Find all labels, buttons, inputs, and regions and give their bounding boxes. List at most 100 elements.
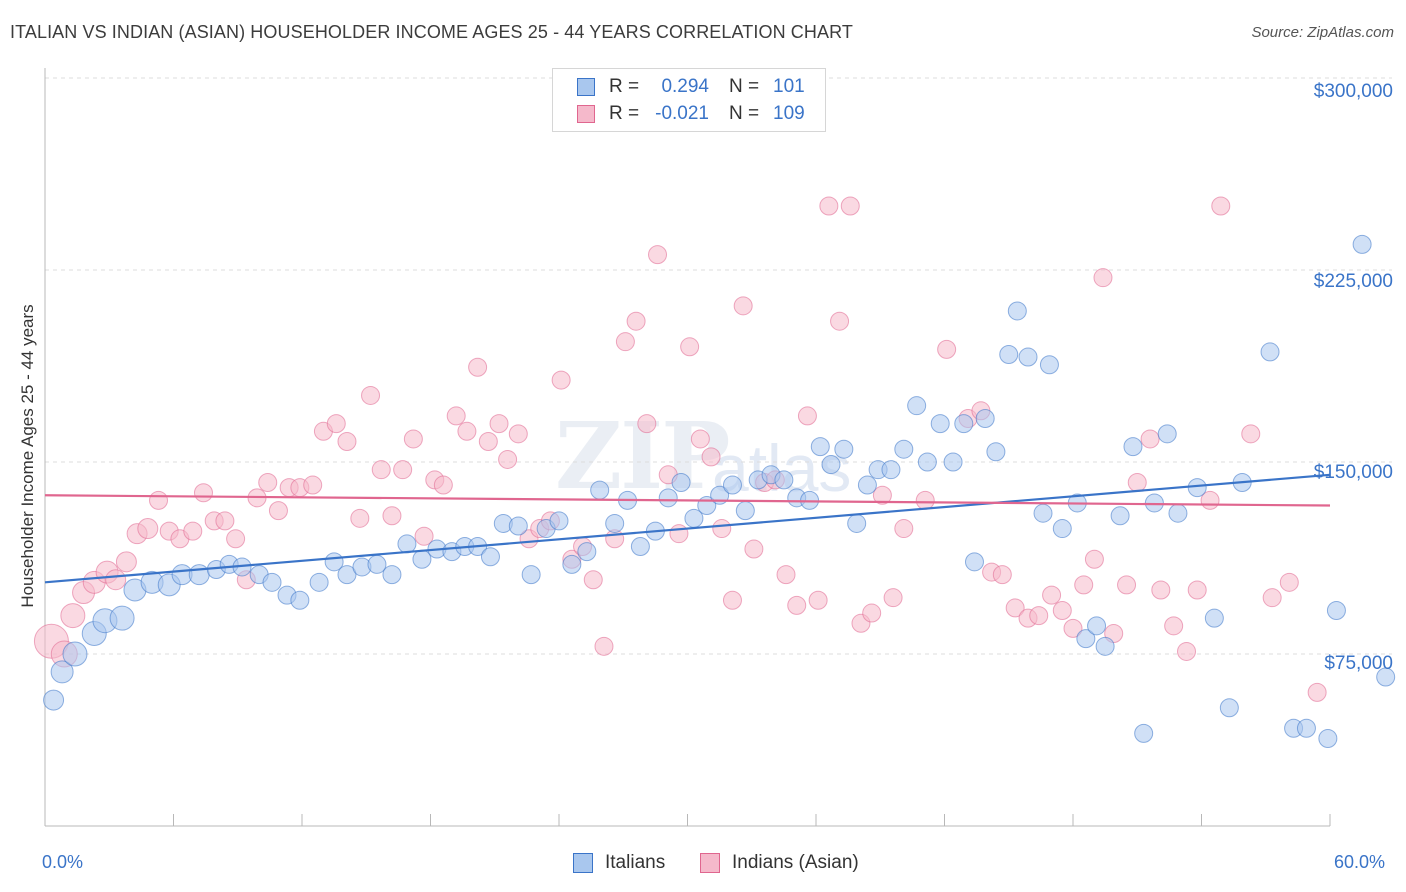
legend-row-indians: R = -0.021 N = 109 <box>577 102 805 126</box>
point-italians <box>907 396 927 416</box>
point-italians <box>412 549 432 569</box>
legend-n-label: N = <box>729 103 760 124</box>
point-indians <box>787 595 807 615</box>
point-indians <box>776 565 796 585</box>
point-indians <box>489 414 509 434</box>
point-indians <box>1151 580 1171 600</box>
point-indians <box>1241 424 1261 444</box>
point-indians <box>361 385 381 405</box>
point-indians <box>733 296 753 316</box>
trendline-italians <box>44 473 1331 584</box>
point-italians <box>810 437 830 457</box>
point-italians <box>1376 667 1396 687</box>
point-indians <box>648 245 668 265</box>
point-indians <box>690 429 710 449</box>
point-indians <box>1052 600 1072 620</box>
point-italians <box>1039 355 1059 375</box>
x-tick-label-min: 0.0% <box>42 852 84 872</box>
point-indians <box>115 551 137 573</box>
series-legend: Italians Indians (Asian) <box>0 852 1406 878</box>
point-italians <box>964 552 984 572</box>
point-indians <box>403 429 423 449</box>
point-indians <box>1029 606 1049 626</box>
point-indians <box>1063 618 1083 638</box>
point-italians <box>1110 506 1130 526</box>
point-indians <box>915 490 935 510</box>
point-indians <box>722 590 742 610</box>
point-italians <box>549 511 569 531</box>
point-italians <box>521 565 541 585</box>
point-indians <box>615 332 635 352</box>
correlation-legend: R = 0.294 N = 101 R = -0.021 N = 109 <box>552 68 826 132</box>
source-label: Source: ZipAtlas.com <box>1251 24 1394 41</box>
point-indians <box>1074 575 1094 595</box>
point-indians <box>583 570 603 590</box>
point-indians <box>414 526 434 546</box>
point-italians <box>109 605 135 631</box>
legend-swatch-italians <box>577 78 595 96</box>
point-italians <box>382 565 402 585</box>
point-italians <box>590 480 610 500</box>
point-italians <box>562 554 582 574</box>
point-indians <box>680 337 700 357</box>
point-italians <box>1076 629 1096 649</box>
point-indians <box>268 501 288 521</box>
legend-swatch-indians <box>577 105 595 123</box>
point-indians <box>626 311 646 331</box>
legend-n-value-indians: 109 <box>773 103 805 124</box>
legend-row-italians: R = 0.294 N = 101 <box>577 75 805 99</box>
point-indians <box>183 521 203 541</box>
point-italians <box>917 452 937 472</box>
point-italians <box>1187 478 1207 498</box>
point-indians <box>669 524 689 544</box>
x-tick-label-max: 60.0% <box>1334 852 1386 872</box>
trendline-indians <box>44 494 1331 507</box>
point-indians <box>830 311 850 331</box>
series-legend-indians: Indians (Asian) <box>700 852 859 874</box>
point-indians <box>872 485 892 505</box>
point-italians <box>1052 519 1072 539</box>
y-tick-label-225000: $225,000 <box>1313 271 1393 292</box>
point-italians <box>954 414 974 434</box>
legend-r-label: R = <box>609 76 640 97</box>
point-italians <box>50 660 74 684</box>
point-italians <box>367 554 387 574</box>
series-legend-italians: Italians <box>573 852 665 874</box>
point-italians <box>290 590 310 610</box>
point-italians <box>1144 493 1164 513</box>
legend-r-value-indians: -0.021 <box>655 103 709 124</box>
legend-n-label: N = <box>729 76 760 97</box>
point-indians <box>1127 472 1147 492</box>
point-italians <box>480 547 500 567</box>
point-italians <box>1134 723 1154 743</box>
y-tick-label-75000: $75,000 <box>1324 653 1393 674</box>
point-italians <box>943 452 963 472</box>
point-indians <box>937 339 957 359</box>
point-indians <box>371 460 391 480</box>
point-italians <box>894 439 914 459</box>
point-indians <box>193 483 213 503</box>
point-indians <box>478 432 498 452</box>
point-indians <box>1140 429 1160 449</box>
point-italians <box>337 565 357 585</box>
point-italians <box>1168 503 1188 523</box>
point-indians <box>303 475 323 495</box>
point-indians <box>594 636 614 656</box>
point-italians <box>577 542 597 562</box>
y-tick-label-300000: $300,000 <box>1313 81 1393 102</box>
point-indians <box>551 370 571 390</box>
point-indians <box>1279 572 1299 592</box>
point-indians <box>712 519 732 539</box>
point-indians <box>1042 585 1062 605</box>
point-italians <box>1318 728 1338 748</box>
point-italians <box>821 455 841 475</box>
point-indians <box>393 460 413 480</box>
point-indians <box>862 603 882 623</box>
point-italians <box>188 564 210 586</box>
point-italians <box>999 344 1019 364</box>
point-indians <box>1187 580 1207 600</box>
point-indians <box>1117 575 1137 595</box>
point-italians <box>508 516 528 536</box>
point-indians <box>894 519 914 539</box>
point-italians <box>735 501 755 521</box>
